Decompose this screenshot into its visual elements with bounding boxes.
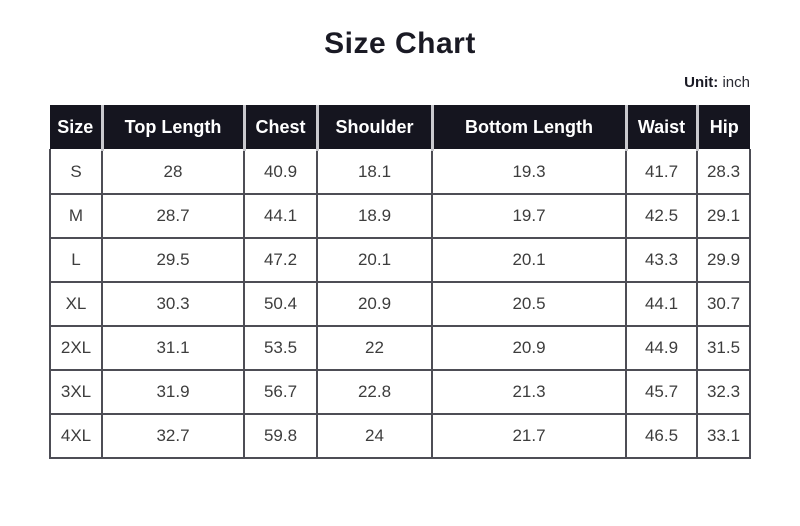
value-cell: 28 — [101, 149, 245, 195]
value-cell: 47.2 — [243, 237, 318, 283]
value-cell: 30.7 — [696, 281, 751, 327]
value-cell: 22.8 — [316, 369, 433, 415]
value-cell: 31.1 — [101, 325, 245, 371]
column-header: Waist — [624, 105, 697, 150]
table-row: XL 30.3 50.4 20.9 20.5 44.1 30.7 — [49, 281, 751, 327]
size-cell: M — [49, 193, 103, 239]
value-cell: 24 — [316, 413, 433, 459]
value-cell: 44.1 — [243, 193, 318, 239]
value-cell: 40.9 — [243, 149, 318, 195]
size-table-body: S 28 40.9 18.1 19.3 41.7 28.3 M 28.7 44.1 18.9 19.7… — [49, 149, 751, 459]
size-cell: 3XL — [49, 369, 103, 415]
size-cell: 2XL — [49, 325, 103, 371]
value-cell: 59.8 — [243, 413, 318, 459]
value-cell: 44.1 — [625, 281, 698, 327]
column-header: Size — [50, 105, 102, 150]
size-cell: L — [49, 237, 103, 283]
table-row: 3XL 31.9 56.7 22.8 21.3 45.7 32.3 — [49, 369, 751, 415]
size-chart-table: Size Top Length Chest Shoulder Bottom Length… — [49, 105, 751, 459]
value-cell: 46.5 — [625, 413, 698, 459]
value-cell: 19.3 — [431, 149, 627, 195]
value-cell: 53.5 — [243, 325, 318, 371]
value-cell: 18.1 — [316, 149, 433, 195]
value-cell: 41.7 — [625, 149, 698, 195]
table-row: S 28 40.9 18.1 19.3 41.7 28.3 — [49, 149, 751, 195]
unit-note: Unit: inch — [50, 74, 750, 92]
table-row: L 29.5 47.2 20.1 20.1 43.3 29.9 — [49, 237, 751, 283]
value-cell: 29.1 — [696, 193, 751, 239]
value-cell: 20.9 — [316, 281, 433, 327]
value-cell: 43.3 — [625, 237, 698, 283]
size-cell: XL — [49, 281, 103, 327]
value-cell: 20.1 — [316, 237, 433, 283]
value-cell: 21.7 — [431, 413, 627, 459]
value-cell: 30.3 — [101, 281, 245, 327]
column-header: Bottom Length — [430, 105, 626, 150]
value-cell: 31.5 — [696, 325, 751, 371]
value-cell: 20.9 — [431, 325, 627, 371]
header-row: Size Top Length Chest Shoulder Bottom Length… — [50, 105, 750, 150]
value-cell: 32.7 — [101, 413, 245, 459]
unit-value: inch — [722, 74, 750, 91]
value-cell: 29.5 — [101, 237, 245, 283]
value-cell: 18.9 — [316, 193, 433, 239]
page-title: Size Chart — [324, 27, 476, 60]
size-cell: S — [49, 149, 103, 195]
table-row: 4XL 32.7 59.8 24 21.7 46.5 33.1 — [49, 413, 751, 459]
value-cell: 31.9 — [101, 369, 245, 415]
value-cell: 56.7 — [243, 369, 318, 415]
value-cell: 32.3 — [696, 369, 751, 415]
value-cell: 45.7 — [625, 369, 698, 415]
value-cell: 20.1 — [431, 237, 627, 283]
value-cell: 21.3 — [431, 369, 627, 415]
unit-label: Unit: — [684, 74, 719, 91]
value-cell: 42.5 — [625, 193, 698, 239]
column-header: Chest — [242, 105, 317, 150]
value-cell: 28.3 — [696, 149, 751, 195]
column-header: Hip — [695, 105, 750, 150]
value-cell: 33.1 — [696, 413, 751, 459]
value-cell: 20.5 — [431, 281, 627, 327]
table-row: M 28.7 44.1 18.9 19.7 42.5 29.1 — [49, 193, 751, 239]
value-cell: 19.7 — [431, 193, 627, 239]
size-table-head: Size Top Length Chest Shoulder Bottom Length… — [50, 105, 750, 150]
value-cell: 50.4 — [243, 281, 318, 327]
value-cell: 29.9 — [696, 237, 751, 283]
value-cell: 28.7 — [101, 193, 245, 239]
column-header: Shoulder — [315, 105, 432, 150]
column-header: Top Length — [100, 105, 244, 150]
value-cell: 22 — [316, 325, 433, 371]
size-cell: 4XL — [49, 413, 103, 459]
table-row: 2XL 31.1 53.5 22 20.9 44.9 31.5 — [49, 325, 751, 371]
value-cell: 44.9 — [625, 325, 698, 371]
